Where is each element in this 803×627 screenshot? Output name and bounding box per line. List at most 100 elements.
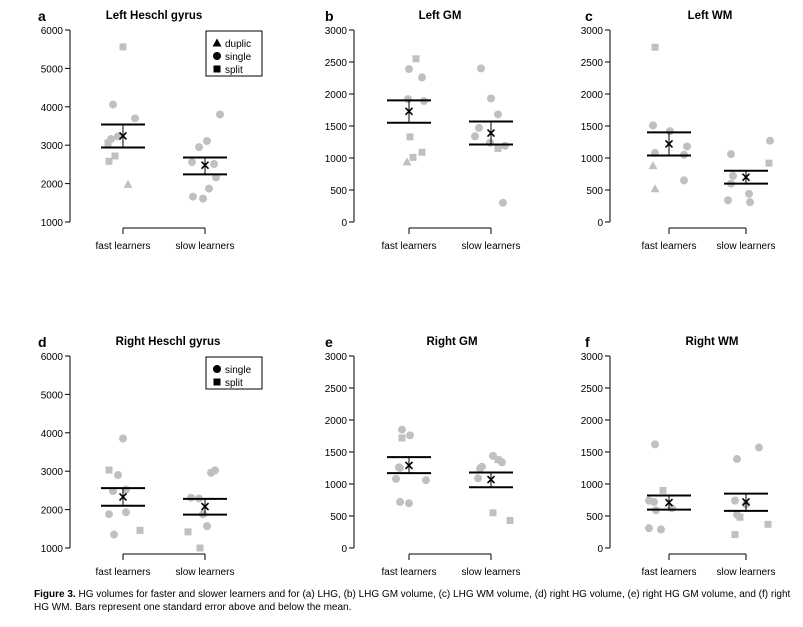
- mean-x-stroke: [486, 475, 496, 484]
- y-tick-label: 2500: [581, 58, 604, 69]
- data-point-single: [651, 440, 659, 449]
- mean-marker: [200, 502, 210, 511]
- y-tick-label: 3000: [325, 352, 348, 363]
- mean-marker: [118, 131, 128, 141]
- y-tick-label: 2000: [581, 416, 604, 427]
- data-point-single: [476, 464, 484, 473]
- x-tick-label: slow learners: [717, 567, 776, 578]
- mean-marker: [486, 475, 496, 484]
- y-tick-label: 0: [597, 218, 603, 229]
- y-tick-label: 3000: [41, 141, 64, 152]
- mean-x-stroke: [486, 128, 496, 138]
- chart-panel-f: f Right WM 0 500 1000 1500 2000 2500 3000 fast le…: [581, 334, 776, 578]
- y-tick-label: 3000: [41, 467, 64, 478]
- data-point-single: [405, 499, 413, 508]
- y-tick-label: 4000: [41, 103, 64, 114]
- y-tick-label: 2000: [325, 416, 348, 427]
- x-tick-label: slow learners: [462, 567, 521, 578]
- data-point-single: [199, 194, 207, 203]
- x-tick-label: fast learners: [381, 567, 436, 578]
- data-point-single: [195, 143, 203, 152]
- data-point-split: [659, 486, 667, 494]
- group-slow: [183, 110, 227, 203]
- y-tick-label: 6000: [41, 352, 64, 363]
- panel-letter: b: [325, 8, 334, 24]
- y-tick-label: 5000: [41, 64, 64, 75]
- chart-panel-a: a Left Heschl gyrus 1000 2000 3000 4000 5000 60…: [38, 8, 263, 252]
- data-point-split: [412, 55, 420, 63]
- y-tick-label: 2000: [41, 506, 64, 517]
- panel-title: Right WM: [685, 336, 738, 348]
- data-point-single: [203, 136, 211, 145]
- y-tick-label: 1000: [41, 218, 64, 229]
- y-tick-label: 3000: [325, 26, 348, 37]
- legend-marker-single: [213, 52, 221, 60]
- mean-x-stroke: [404, 461, 414, 470]
- data-point-duplic: [123, 179, 133, 188]
- data-point-split: [731, 531, 739, 539]
- data-point-single: [406, 431, 414, 440]
- data-point-split: [406, 133, 414, 141]
- x-tick-label: fast learners: [95, 567, 150, 578]
- data-point-duplic: [650, 184, 660, 193]
- data-point-split: [196, 544, 204, 552]
- mean-marker: [404, 107, 414, 116]
- data-point-split: [765, 159, 773, 167]
- data-point-single: [207, 468, 215, 477]
- legend-marker-split: [213, 378, 221, 386]
- group-fast: [101, 434, 145, 539]
- data-point-single: [729, 171, 737, 180]
- y-tick-label: 1500: [325, 448, 348, 459]
- legend-marker-split: [213, 65, 221, 73]
- data-point-single: [727, 150, 735, 159]
- chart-panel-e: e Right GM 0 500 1000 1500 2000 2500 3000 fast le…: [325, 334, 521, 578]
- mean-marker: [118, 492, 128, 501]
- legend-marker-single: [213, 365, 221, 373]
- data-point-single: [746, 198, 754, 207]
- data-point-single: [131, 114, 139, 123]
- data-point-single: [645, 524, 653, 533]
- y-tick-label: 2000: [41, 180, 64, 191]
- y-tick-label: 1000: [325, 480, 348, 491]
- data-point-single: [109, 100, 117, 109]
- data-point-duplic: [402, 157, 412, 166]
- data-point-single: [404, 95, 412, 104]
- mean-marker: [741, 173, 751, 182]
- data-point-single: [501, 141, 509, 150]
- panel-letter: c: [585, 8, 593, 24]
- y-tick-label: 1500: [581, 122, 604, 133]
- data-point-single: [203, 522, 211, 531]
- mean-x-stroke: [741, 173, 751, 182]
- mean-x-stroke: [118, 131, 128, 141]
- data-point-single: [188, 158, 196, 167]
- data-point-split: [136, 526, 144, 534]
- y-tick-label: 3000: [581, 352, 604, 363]
- data-point-single: [683, 142, 691, 151]
- y-tick-label: 500: [330, 186, 347, 197]
- y-tick-label: 5000: [41, 390, 64, 401]
- panel-letter: d: [38, 334, 47, 350]
- data-point-single: [649, 121, 657, 130]
- data-point-split: [489, 509, 497, 517]
- data-point-single: [210, 160, 218, 169]
- mean-x-stroke: [200, 502, 210, 511]
- y-tick-label: 500: [330, 512, 347, 523]
- data-point-single: [475, 123, 483, 132]
- data-point-split: [184, 528, 192, 536]
- data-point-split: [494, 456, 502, 464]
- group-fast: [647, 43, 691, 193]
- chart-panel-d: d Right Heschl gyrus 1000 2000 3000 4000 5000 6…: [38, 334, 263, 578]
- y-tick-label: 2500: [325, 384, 348, 395]
- data-point-single: [477, 64, 485, 73]
- data-point-single: [392, 474, 400, 483]
- group-fast: [387, 55, 431, 166]
- data-point-single: [731, 496, 739, 505]
- data-point-split: [494, 144, 502, 152]
- data-point-single: [398, 425, 406, 434]
- panel-letter: a: [38, 8, 46, 24]
- legend-label: split: [225, 65, 243, 76]
- data-point-single: [733, 455, 741, 464]
- mean-marker: [664, 139, 674, 148]
- data-point-single: [471, 132, 479, 141]
- data-point-single: [499, 198, 507, 207]
